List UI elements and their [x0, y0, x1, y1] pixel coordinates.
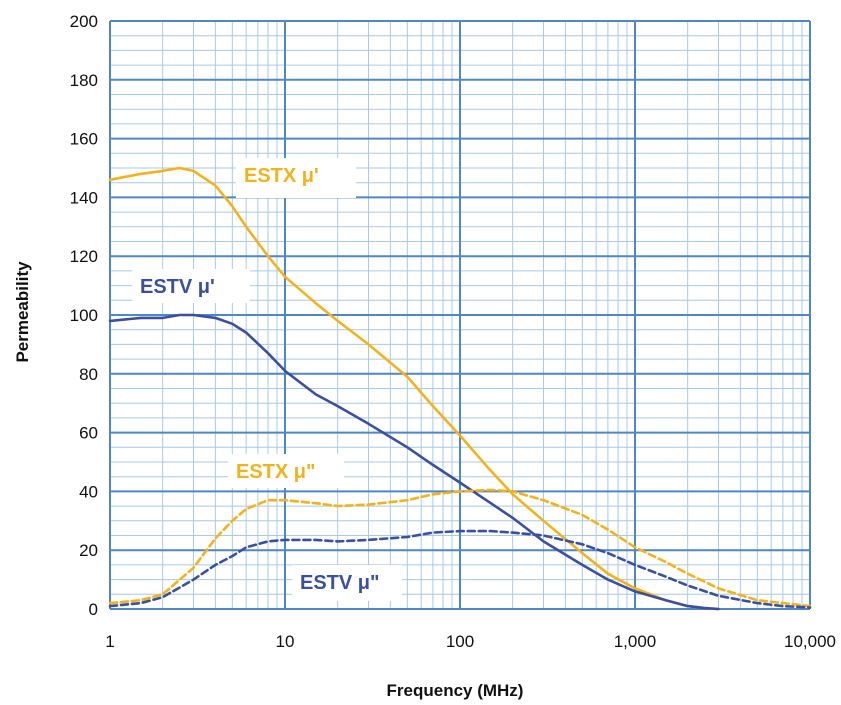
- series-label: ESTX μ": [236, 461, 316, 483]
- series-label-background: [236, 158, 356, 198]
- series-line-3: [108, 529, 812, 609]
- series-label: ESTV μ": [300, 572, 380, 594]
- series-labels: ESTX μ' ESTV μ' ESTX μ" ESTV μ": [132, 158, 402, 601]
- y-tick-label: 200: [70, 12, 98, 31]
- series-label-background: [292, 565, 402, 601]
- y-tick-label: 100: [70, 306, 98, 325]
- x-axis-title: Frequency (MHz): [387, 681, 524, 700]
- x-tick-label: 1: [105, 632, 114, 651]
- y-axis-title: Permeability: [13, 261, 32, 363]
- x-tick-label: 10: [276, 632, 295, 651]
- x-tick-label: 100: [446, 632, 474, 651]
- y-tick-label: 180: [70, 71, 98, 90]
- series-label: ESTX μ': [244, 165, 319, 187]
- y-tick-label: 60: [79, 424, 98, 443]
- series-line-1: [108, 313, 720, 611]
- x-tick-label: 1,000: [614, 632, 657, 651]
- series-label-background: [228, 454, 344, 488]
- y-tick-label: 140: [70, 188, 98, 207]
- x-tick-label: 10,000: [784, 632, 836, 651]
- series-label-background: [132, 269, 250, 303]
- series-line-0: [108, 166, 720, 611]
- series-line-2: [108, 488, 812, 608]
- series-lines: [108, 166, 812, 611]
- grid: [109, 20, 811, 610]
- y-tick-label: 20: [79, 541, 98, 560]
- y-tick-label: 80: [79, 365, 98, 384]
- y-tick-label: 40: [79, 482, 98, 501]
- y-tick-label: 120: [70, 247, 98, 266]
- series-label: ESTV μ': [140, 276, 215, 298]
- tick-labels: 1 10 100 1,000 10,000 0 20 40 60 80 100 120 140 160 18…: [70, 12, 836, 651]
- y-tick-label: 160: [70, 130, 98, 149]
- y-tick-label: 0: [89, 600, 98, 619]
